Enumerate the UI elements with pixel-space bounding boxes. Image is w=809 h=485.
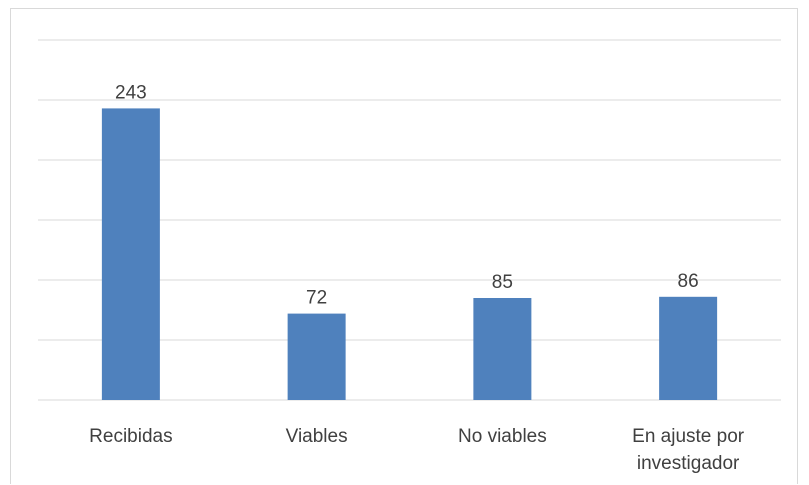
bar (473, 298, 532, 400)
data-label: 86 (678, 271, 699, 292)
data-label: 243 (115, 82, 147, 103)
chart-frame (10, 8, 798, 484)
category-label: No viables (458, 426, 547, 447)
category-labels: Recibidas Viables No viables En ajuste por i… (89, 426, 745, 474)
data-labels: 243 72 85 86 (115, 82, 699, 308)
bars (101, 108, 718, 401)
gridlines (38, 39, 781, 401)
category-label: Recibidas (89, 426, 172, 447)
bar (659, 296, 718, 400)
bar (287, 313, 346, 400)
category-label: Viables (286, 426, 348, 447)
data-label: 85 (492, 272, 513, 293)
data-label: 72 (306, 288, 327, 309)
bar (101, 108, 160, 401)
category-label: En ajuste por (632, 426, 745, 447)
category-label: investigador (637, 453, 740, 474)
